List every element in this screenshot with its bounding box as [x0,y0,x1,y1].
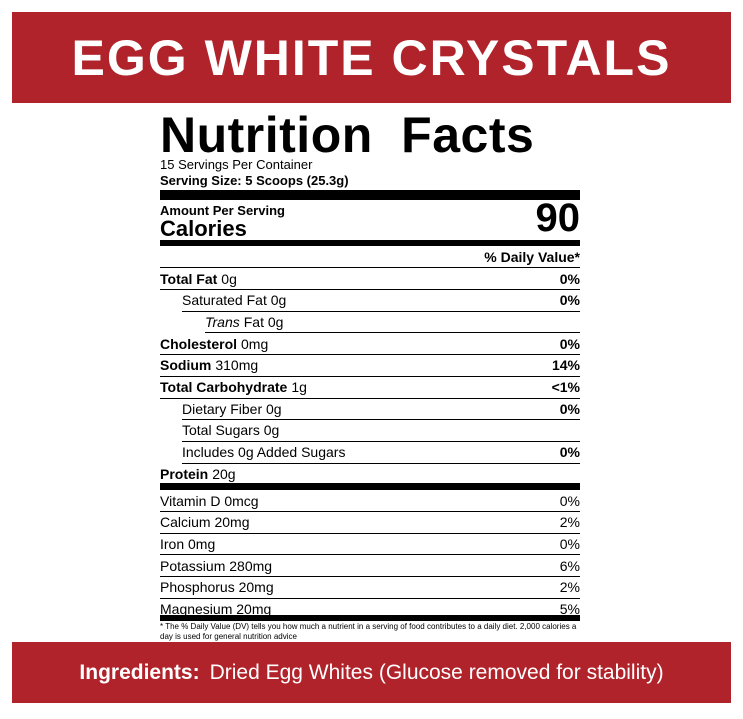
daily-value: 0% [559,335,580,352]
nutrient-row: Cholesterol 0mg 0% [160,333,580,356]
daily-value: 2% [559,514,580,531]
thick-rule [160,190,580,200]
nutrient-label: Vitamin D 0mcg [160,493,259,509]
nutrient-label: Phosphorus 20mg [160,579,274,595]
daily-value: <1% [551,379,580,395]
nutrient-name: Total Fat [160,270,218,287]
nutrient-label: Protein 20g [160,466,236,482]
nutrient-name: Sodium [160,357,212,374]
daily-value: 0% [559,292,580,309]
daily-value: 0% [559,270,580,287]
nutrient-row: Potassium 280mg 6% [160,555,580,578]
nutrient-name: Total Carbohydrate [160,379,288,395]
daily-value: 6% [559,557,580,574]
nutrient-row: Total Sugars 0g [182,420,580,442]
nutrient-row: Sodium 310mg 14% [160,355,580,377]
nutrient-label: Calcium 20mg [160,514,249,530]
thick-rule [160,615,580,621]
nutrient-label: Includes 0g Added Sugars [182,444,345,460]
dv-header-row: % Daily Value* [160,246,580,268]
nutrient-name: Protein [160,465,209,482]
nutrient-label: Trans Fat 0g [205,314,283,330]
nutrient-label: Magnesium 20mg [160,601,271,617]
nutrient-amount: 310mg [215,357,259,374]
nutrient-row: Total Fat 0g 0% [160,268,580,290]
nutrient-name: Vitamin D 0mcg [160,492,259,509]
servings: 15 Servings Per Container [160,157,313,172]
nutrient-name: Iron 0mg [160,535,216,552]
nutrient-name-italic: Trans [205,313,240,330]
nutrient-row: Phosphorus 20mg 2% [160,577,580,599]
nutrient-label: Total Carbohydrate 1g [160,379,307,395]
nutrient-name: Cholesterol [160,335,238,352]
nutrient-label: Saturated Fat 0g [182,292,286,308]
nutrient-label: Cholesterol 0mg [160,336,268,352]
nutrient-amount: 1g [291,379,307,395]
nutrient-name: Fat 0g [243,313,284,330]
daily-value: 0% [559,535,580,552]
nutrient-row: Calcium 20mg 2% [160,512,580,534]
nutrient-amount: 0mg [241,335,269,352]
nutrient-row: Magnesium 20mg 5% [160,599,580,620]
daily-value: 0% [559,400,580,417]
thick-rule [160,483,580,490]
nutrient-row: Includes 0g Added Sugars 0% [182,442,580,464]
header-title: EGG WHITE CRYSTALS [71,29,672,86]
nutrient-name: Includes 0g Added Sugars [182,444,346,461]
nutrient-row: Protein 20g [160,463,580,484]
nutrient-label: Total Fat 0g [160,271,237,287]
nutrient-label: Total Sugars 0g [182,422,279,438]
dv-header: % Daily Value* [484,248,580,265]
nutrient-label: Iron 0mg [160,536,215,552]
nutrient-name: Phosphorus 20mg [160,579,274,596]
header-banner: EGG WHITE CRYSTALS [12,12,731,103]
nutrient-amount: 0g [221,270,237,287]
nutrient-row: Iron 0mg 0% [160,533,580,556]
daily-value: 14% [551,357,580,374]
nutrient-name: Potassium 280mg [160,557,273,574]
calories-value: 90 [535,196,581,240]
daily-value: 5% [559,601,580,617]
nutrient-name: Saturated Fat 0g [182,292,287,309]
nutrient-row: Total Carbohydrate 1g <1% [160,377,580,399]
nutrient-name: Total Sugars 0g [182,422,280,439]
daily-value: 0% [559,444,580,461]
nutrient-row: Vitamin D 0mcg 0% [160,490,580,512]
ingredients-label: Ingredients: [79,660,200,684]
thick-rule [160,240,580,246]
nutrient-name: Magnesium 20mg [160,601,272,617]
nutrient-row: Trans Fat 0g [205,311,580,334]
nutrient-row: Dietary Fiber 0g 0% [182,398,580,421]
nutrient-amount: 20g [212,465,236,482]
ingredients-text: Dried Egg Whites (Glucose removed for st… [209,660,664,684]
serving-size: Serving Size: 5 Scoops (25.3g) [160,173,349,188]
daily-value: 2% [559,579,580,596]
ingredients-banner: Ingredients: Dried Egg Whites (Glucose re… [12,642,731,703]
nutrient-row: Saturated Fat 0g 0% [182,290,580,312]
label-title: Nutrition Facts [160,107,535,163]
nutrient-label: Dietary Fiber 0g [182,401,282,417]
nutrient-name: Dietary Fiber 0g [182,400,282,417]
daily-value: 0% [559,492,580,509]
nutrient-label: Sodium 310mg [160,357,258,373]
calories-label: Calories [160,216,247,241]
amount-per-serving: Amount Per Serving [160,203,285,218]
nutrient-name: Calcium 20mg [160,514,250,531]
footnote: * The % Daily Value (DV) tells you how m… [160,622,577,641]
nutrient-label: Potassium 280mg [160,558,272,574]
